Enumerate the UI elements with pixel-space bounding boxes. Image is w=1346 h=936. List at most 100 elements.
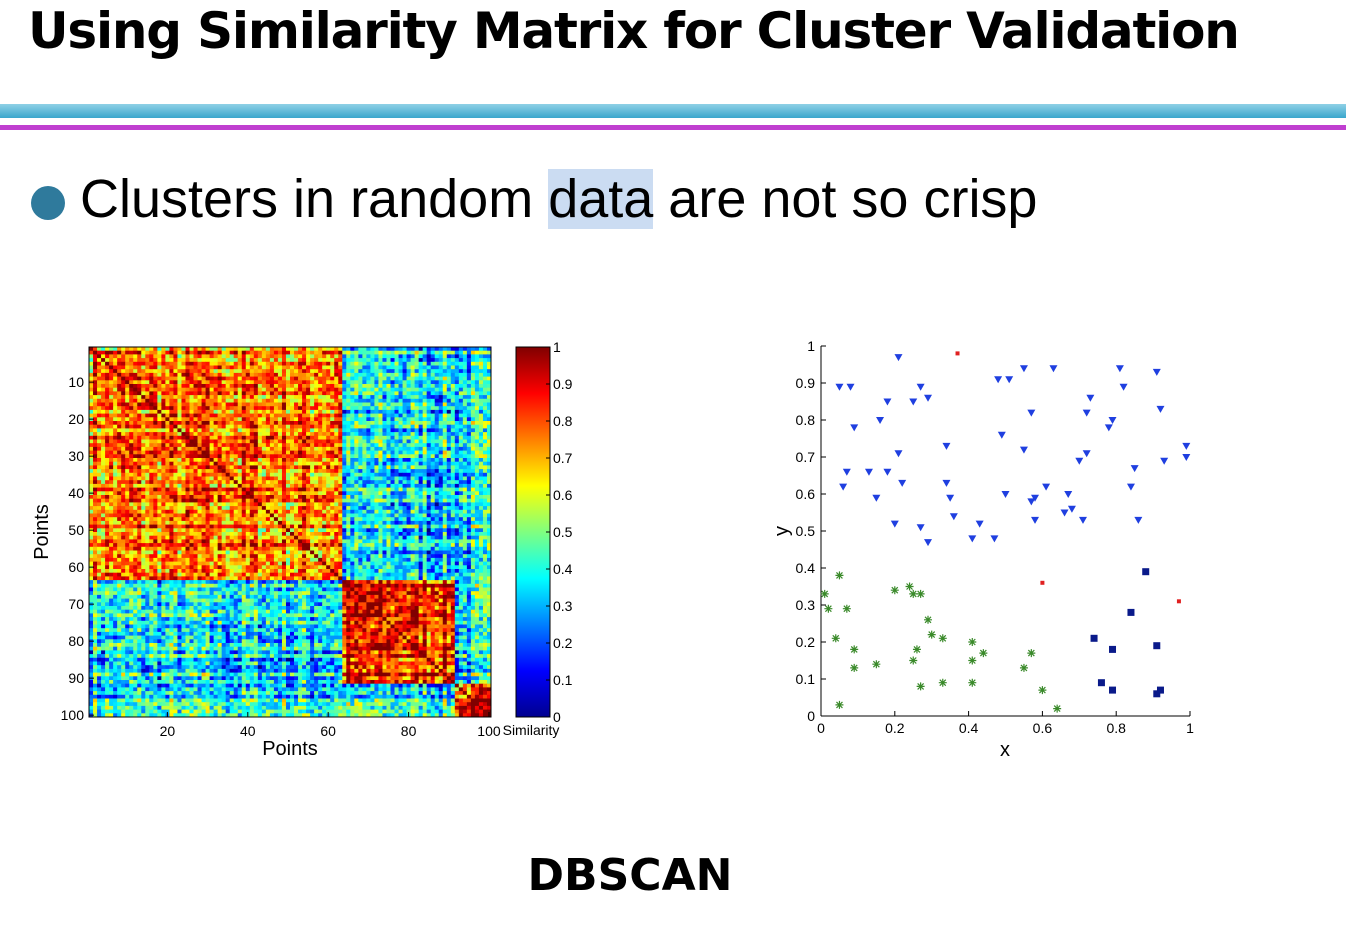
heatmap-cell	[326, 458, 331, 463]
heatmap-cell	[89, 443, 94, 448]
heatmap-cell	[446, 395, 452, 400]
heatmap-cell	[358, 454, 363, 459]
heatmap-cell	[121, 376, 126, 381]
heatmap-cell	[366, 435, 371, 440]
heatmap-cell	[93, 406, 98, 411]
heatmap-cell	[253, 395, 259, 400]
heatmap-cell	[438, 354, 444, 359]
heatmap-cell	[358, 413, 363, 418]
heatmap-cell	[233, 458, 239, 463]
heatmap-cell	[466, 365, 472, 370]
heatmap-cell	[269, 517, 275, 522]
heatmap-cell	[386, 424, 391, 429]
heatmap-cell	[229, 428, 235, 433]
heatmap-cell	[141, 487, 146, 492]
heatmap-cell	[318, 439, 323, 444]
heatmap-cell	[161, 476, 166, 481]
heatmap-cell	[422, 450, 428, 455]
heatmap-cell	[125, 384, 130, 389]
heatmap-cell	[285, 347, 291, 352]
heatmap-cell	[161, 458, 166, 463]
heatmap-cell	[450, 509, 456, 514]
heatmap-cell	[109, 354, 114, 359]
heatmap-cell	[338, 424, 343, 429]
heatmap-cell	[442, 450, 448, 455]
heatmap-cell	[241, 413, 247, 418]
heatmap-cell	[197, 461, 202, 466]
heatmap-cell	[149, 495, 154, 500]
heatmap-cell	[370, 476, 375, 481]
heatmap-cell	[161, 435, 166, 440]
heatmap-cell	[185, 450, 190, 455]
heatmap-cell	[394, 369, 399, 374]
heatmap-cell	[314, 502, 319, 507]
heatmap-cell	[241, 476, 247, 481]
heatmap-cell	[173, 432, 178, 437]
heatmap-cell	[450, 398, 456, 403]
heatmap-cell	[269, 498, 275, 503]
heatmap-cell	[237, 387, 243, 392]
heatmap-cell	[334, 361, 339, 366]
heatmap-cell	[105, 472, 110, 477]
heatmap-cell	[486, 483, 492, 488]
heatmap-cell	[402, 469, 407, 474]
heatmap-cell	[298, 513, 303, 518]
heatmap-cell	[269, 409, 275, 414]
heatmap-cell	[414, 387, 420, 392]
heatmap-cell	[390, 491, 395, 496]
heatmap-cell	[265, 387, 271, 392]
heatmap-cell	[338, 483, 343, 488]
heatmap-cell	[101, 421, 106, 426]
heatmap-cell	[125, 487, 130, 492]
heatmap-cell	[466, 476, 472, 481]
heatmap-cell	[470, 487, 476, 492]
heatmap-cell	[281, 495, 287, 500]
heatmap-cell	[205, 369, 210, 374]
heatmap-cell	[165, 413, 170, 418]
heatmap-cell	[366, 358, 371, 363]
heatmap-cell	[233, 347, 239, 352]
heatmap-cell	[173, 517, 178, 522]
heatmap-cell	[438, 409, 444, 414]
heatmap-cell	[330, 398, 335, 403]
heatmap-cell	[109, 513, 114, 518]
heatmap-cell	[285, 524, 291, 529]
heatmap-cell	[217, 417, 223, 422]
heatmap-cell	[269, 391, 275, 396]
heatmap-cell	[141, 517, 146, 522]
heatmap-cell	[330, 365, 335, 370]
heatmap-cell	[149, 491, 154, 496]
heatmap-cell	[462, 506, 468, 511]
heatmap-cell	[390, 520, 395, 525]
heatmap-cell	[398, 450, 403, 455]
heatmap-cell	[229, 487, 235, 492]
heatmap-cell	[474, 358, 480, 363]
heatmap-cell	[281, 472, 287, 477]
heatmap-cell	[410, 450, 416, 455]
heatmap-cell	[326, 380, 331, 385]
heatmap-cell	[310, 454, 315, 459]
heatmap-cell	[209, 432, 215, 437]
heatmap-cell	[486, 520, 492, 525]
heatmap-cell	[338, 502, 343, 507]
heatmap-cell	[462, 491, 468, 496]
heatmap-cell	[221, 421, 227, 426]
heatmap-cell	[225, 413, 231, 418]
heatmap-cell	[362, 491, 367, 496]
heatmap-cell	[430, 424, 436, 429]
heatmap-cell	[378, 472, 383, 477]
heatmap-cell	[294, 454, 299, 459]
heatmap-cell	[346, 421, 351, 426]
heatmap-cell	[314, 446, 319, 451]
heatmap-cell	[89, 472, 94, 477]
heatmap-cell	[225, 476, 231, 481]
heatmap-cell	[394, 446, 399, 451]
heatmap-cell	[470, 358, 476, 363]
heatmap-cell	[209, 391, 215, 396]
heatmap-cell	[229, 361, 235, 366]
heatmap-cell	[462, 402, 468, 407]
heatmap-cell	[193, 387, 198, 392]
heatmap-cell	[374, 406, 379, 411]
heatmap-cell	[474, 506, 480, 511]
heatmap-cell	[101, 458, 106, 463]
